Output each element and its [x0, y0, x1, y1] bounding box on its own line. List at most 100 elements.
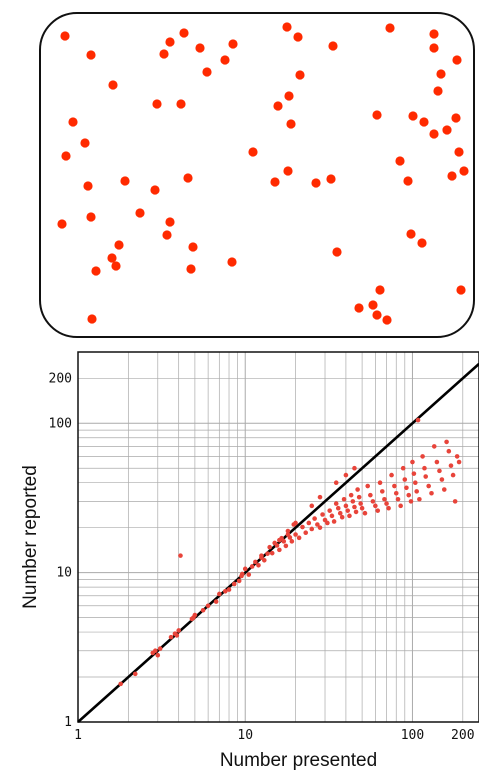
stimulus-dot: [273, 101, 283, 111]
data-point: [392, 483, 397, 489]
data-point: [420, 454, 425, 459]
data-point: [375, 508, 381, 513]
scatter-plot: 1 10 100 200 1 10 100 200 Number presented Numb…: [20, 351, 479, 771]
data-point: [287, 535, 293, 540]
stimulus-dot: [408, 111, 418, 121]
data-point: [205, 603, 211, 609]
stimulus-dot: [447, 171, 457, 181]
data-point: [359, 505, 365, 511]
data-point: [277, 547, 282, 553]
stimulus-dot: [429, 129, 439, 139]
data-point: [454, 454, 460, 459]
data-point: [265, 551, 270, 556]
data-point: [444, 439, 449, 445]
data-point: [155, 652, 161, 658]
stimulus-dot: [80, 138, 90, 148]
stimulus-dot: [326, 174, 336, 184]
stimulus-dot: [165, 37, 175, 47]
stimulus-dot: [332, 247, 342, 257]
data-point: [168, 634, 174, 640]
data-point: [343, 472, 349, 478]
stimulus-dot: [284, 91, 294, 101]
stimulus-dot: [382, 315, 392, 325]
stimulus-dot: [282, 22, 292, 32]
stimulus-dot: [107, 253, 117, 263]
stimulus-dot: [283, 166, 293, 176]
data-point: [242, 566, 248, 572]
data-point: [296, 535, 302, 541]
data-point: [373, 503, 378, 509]
data-point: [309, 526, 315, 532]
stimulus-dot: [220, 55, 230, 65]
data-point: [335, 505, 341, 511]
data-point: [200, 607, 206, 613]
data-point: [410, 459, 415, 465]
data-point: [353, 509, 359, 515]
data-point: [404, 485, 409, 491]
data-point: [289, 539, 295, 544]
data-point: [327, 508, 333, 513]
data-point: [329, 513, 335, 519]
stimulus-dot: [228, 39, 238, 49]
data-point: [368, 492, 373, 498]
y-tick-label: 1: [64, 715, 72, 730]
y-tick-label: 100: [49, 416, 72, 431]
data-point: [283, 543, 289, 549]
data-point: [386, 505, 391, 511]
data-point: [398, 503, 403, 509]
data-point: [379, 489, 385, 494]
data-point: [317, 494, 323, 500]
data-point: [341, 496, 347, 502]
data-point: [333, 501, 339, 506]
x-tick-label: 200: [451, 728, 474, 743]
data-point: [414, 489, 419, 494]
data-point: [448, 463, 454, 468]
stimulus-dot: [372, 310, 382, 320]
data-point: [315, 522, 320, 527]
data-point: [118, 681, 123, 687]
data-point: [213, 599, 219, 604]
data-point: [343, 503, 349, 509]
stimulus-dot: [403, 176, 413, 186]
data-point: [347, 513, 352, 519]
stimulus-dot: [286, 119, 296, 129]
stimulus-dots: [57, 22, 469, 325]
stimulus-dot: [385, 23, 395, 33]
stimulus-dot: [433, 86, 443, 96]
stimulus-dot: [186, 264, 196, 274]
data-point: [317, 525, 323, 530]
stimulus-dot: [114, 240, 124, 250]
stimulus-dot: [429, 29, 439, 39]
stimulus-dot: [202, 67, 212, 77]
stimulus-dot: [459, 166, 469, 176]
data-point: [132, 671, 138, 677]
stimulus-dot: [442, 125, 452, 135]
data-point: [249, 564, 255, 569]
data-point: [456, 459, 462, 465]
stimulus-dot: [328, 41, 338, 51]
data-point: [178, 553, 183, 558]
stimulus-dot: [86, 50, 96, 60]
data-point: [384, 501, 389, 506]
stimulus-dot: [87, 314, 97, 324]
data-point: [300, 524, 305, 530]
y-tick-label: 200: [49, 371, 72, 386]
data-point: [256, 562, 261, 568]
data-point: [377, 480, 383, 486]
data-point: [352, 465, 357, 471]
data-point: [306, 520, 312, 526]
stimulus-dot: [165, 217, 175, 227]
data-point: [429, 490, 434, 496]
data-point: [217, 591, 222, 597]
data-point: [389, 472, 394, 478]
stimulus-dot: [152, 99, 162, 109]
data-point: [422, 465, 427, 471]
data-point: [370, 499, 376, 504]
stimulus-dot: [159, 49, 169, 59]
stimulus-dot: [354, 303, 364, 313]
stimulus-dot: [68, 117, 78, 127]
stimulus-dot: [395, 156, 405, 166]
data-point: [277, 537, 282, 543]
stimulus-dot: [162, 230, 172, 240]
